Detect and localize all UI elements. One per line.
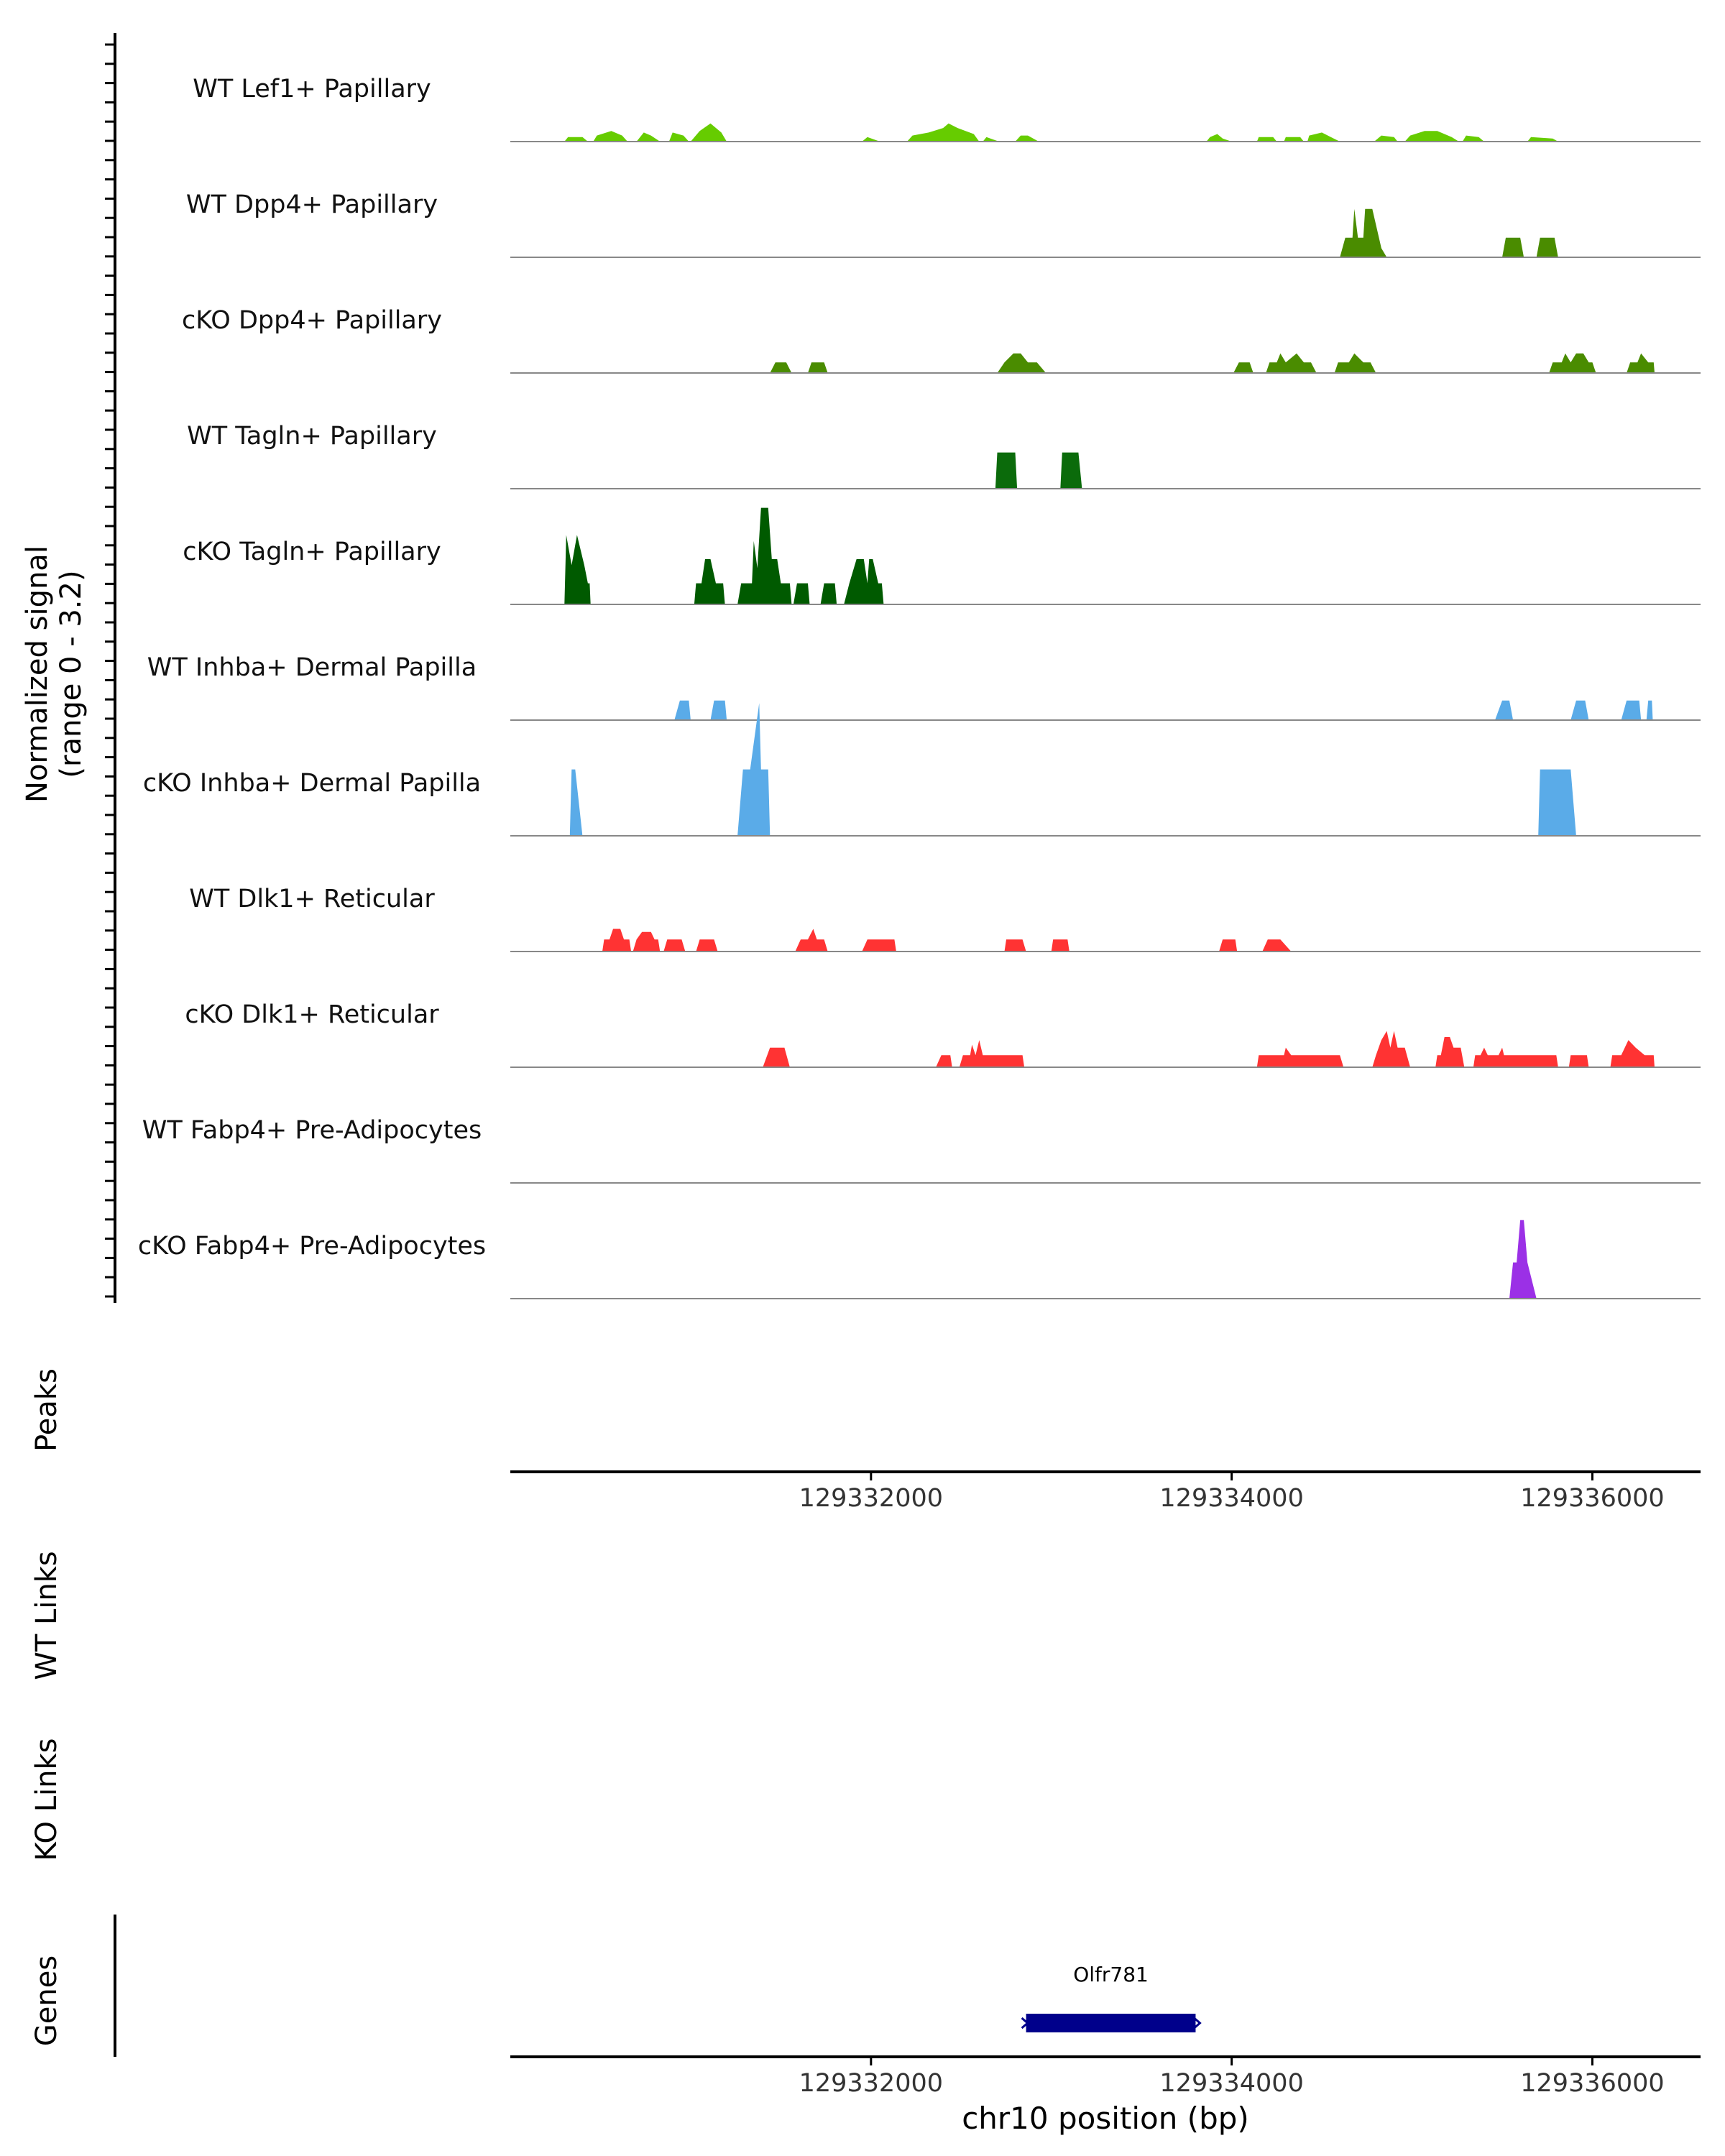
track-label: cKO Tagln+ Papillary: [183, 538, 441, 566]
track-label: WT Dpp4+ Papillary: [186, 190, 438, 219]
gene-olfr781: Olfr781: [1021, 1963, 1202, 2032]
genes-x-axis-tick-label: 129334000: [1159, 2069, 1303, 2098]
track-label: WT Fabp4+ Pre-Adipocytes: [142, 1116, 482, 1145]
genes-x-axis-tick-label: 129336000: [1520, 2069, 1664, 2098]
gene-strand-arrow: [1021, 2017, 1029, 2030]
track-label: WT Dlk1+ Reticular: [189, 885, 435, 913]
genes-x-axis: 129332000 129334000 129336000: [799, 2057, 1665, 2098]
coverage-area: [995, 452, 1082, 489]
signal-track: cKO Fabp4+ Pre-Adipocytes: [138, 1220, 1701, 1299]
signal-axis: [105, 33, 116, 1303]
track-label: WT Lef1+ Papillary: [193, 75, 431, 103]
coverage-area: [602, 929, 1292, 952]
signal-track: cKO Tagln+ Papillary: [183, 507, 1701, 605]
genes-x-axis-tick-label: 129332000: [799, 2069, 943, 2098]
signal-track: WT Dlk1+ Reticular: [189, 885, 1701, 952]
ko-links-panel-label: KO Links: [30, 1738, 63, 1861]
signal-track: WT Tagln+ Papillary: [187, 422, 1701, 489]
signal-track: WT Fabp4+ Pre-Adipocytes: [142, 1116, 1701, 1184]
track-label: WT Tagln+ Papillary: [187, 422, 437, 451]
genes-panel-label: Genes: [30, 1955, 63, 2046]
signal-track: WT Lef1+ Papillary: [193, 75, 1701, 142]
signal-track: cKO Dpp4+ Papillary: [182, 306, 1701, 374]
signal-track: WT Inhba+ Dermal Papilla: [147, 653, 1701, 721]
track-label: cKO Inhba+ Dermal Papilla: [143, 769, 481, 798]
x-axis-title: chr10 position (bp): [962, 2101, 1249, 2136]
coverage-area: [569, 703, 1576, 836]
coverage-area: [564, 507, 884, 604]
signal-tracks: WT Lef1+ Papillary WT Dpp4+ Papillary cKO …: [138, 75, 1701, 1299]
track-label: cKO Dlk1+ Reticular: [185, 1000, 439, 1029]
coverage-area: [770, 353, 1655, 373]
gene-annotations: Olfr781: [1021, 1963, 1202, 2032]
track-label: WT Inhba+ Dermal Papilla: [147, 653, 477, 682]
coverage-area: [1340, 208, 1558, 257]
gene-body: [1026, 2014, 1196, 2032]
coverage-area: [674, 700, 1653, 720]
peaks-x-axis: 129332000 129334000 129336000: [799, 1472, 1665, 1513]
track-label: cKO Fabp4+ Pre-Adipocytes: [138, 1232, 486, 1261]
signal-track: cKO Inhba+ Dermal Papilla: [143, 703, 1701, 837]
coverage-area: [763, 1031, 1655, 1067]
signal-track: cKO Dlk1+ Reticular: [185, 1000, 1701, 1068]
peaks-x-axis-tick-label: 129336000: [1520, 1484, 1664, 1513]
peaks-panel-label: Peaks: [30, 1368, 63, 1452]
peaks-x-axis-tick-label: 129332000: [799, 1484, 943, 1513]
gene-strand-arrow: [1193, 2017, 1202, 2030]
signal-track: WT Dpp4+ Papillary: [186, 190, 1701, 258]
signal-axis-subtitle: (range 0 - 3.2): [55, 570, 88, 778]
coverage-area: [1509, 1220, 1537, 1299]
signal-axis-title: Normalized signal: [21, 545, 54, 803]
wt-links-panel-label: WT Links: [30, 1551, 63, 1680]
peaks-x-axis-tick-label: 129334000: [1159, 1484, 1303, 1513]
gene-label: Olfr781: [1073, 1963, 1149, 1986]
track-label: cKO Dpp4+ Papillary: [182, 306, 442, 335]
coverage-area: [564, 123, 1558, 142]
